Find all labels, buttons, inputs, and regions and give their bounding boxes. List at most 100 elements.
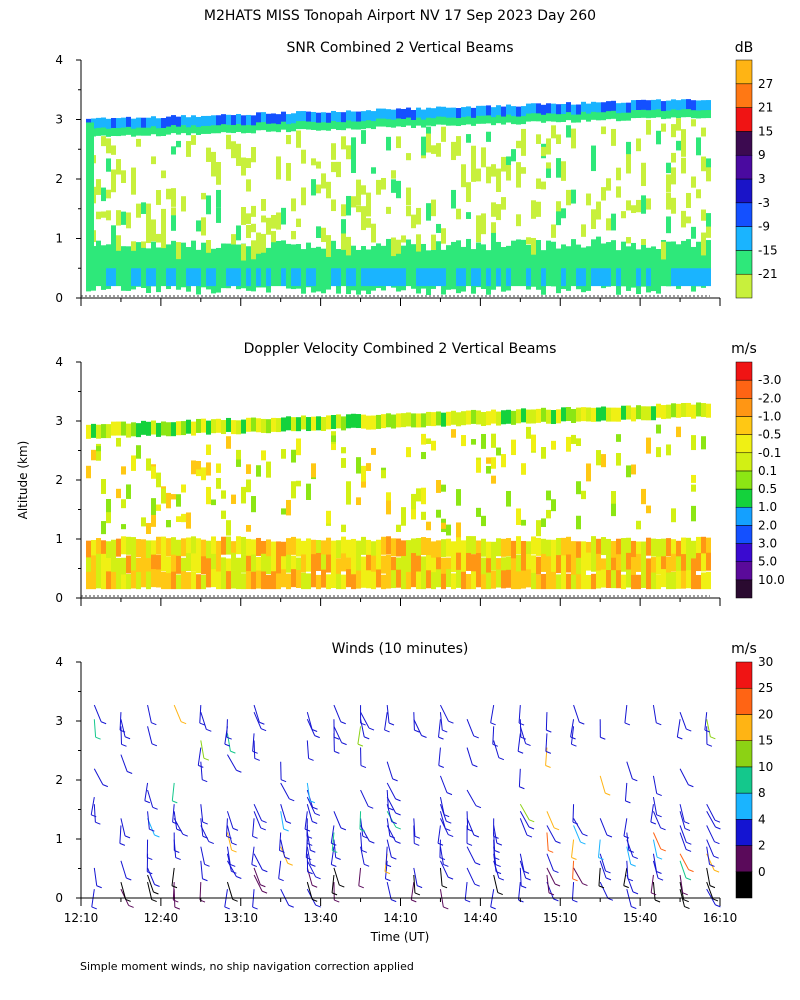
wind-barb-flag bbox=[688, 784, 694, 788]
doppler-cell bbox=[566, 573, 571, 590]
colorbar-swatch bbox=[735, 107, 753, 132]
wind-barb bbox=[652, 882, 656, 901]
colorbar-label: 5.0 bbox=[758, 555, 777, 569]
doppler-cell bbox=[496, 558, 501, 577]
snr-cell bbox=[216, 125, 221, 134]
snr-cell bbox=[356, 121, 361, 130]
doppler-cell bbox=[296, 557, 301, 576]
doppler-cell bbox=[191, 421, 196, 436]
snr-cell bbox=[676, 244, 681, 289]
doppler-cell bbox=[586, 541, 591, 560]
snr-cell bbox=[456, 240, 461, 257]
wind-barb bbox=[571, 839, 575, 858]
doppler-cell bbox=[336, 558, 341, 577]
colorbar-swatch bbox=[735, 131, 753, 156]
snr-cell bbox=[521, 128, 526, 144]
doppler-cell bbox=[436, 557, 441, 576]
doppler-cell bbox=[166, 573, 171, 590]
doppler-cell bbox=[461, 540, 466, 559]
doppler-cell bbox=[146, 421, 151, 436]
doppler-cell bbox=[206, 420, 211, 435]
snr-cell bbox=[361, 206, 366, 220]
snr-cell bbox=[146, 213, 151, 234]
doppler-cell bbox=[426, 570, 431, 589]
doppler-cell bbox=[381, 470, 386, 479]
snr-cell bbox=[576, 244, 581, 290]
snr-cell bbox=[241, 125, 246, 134]
snr-cell bbox=[96, 127, 101, 136]
doppler-cell bbox=[141, 517, 146, 527]
snr-cell bbox=[686, 268, 691, 287]
snr-cell bbox=[506, 165, 511, 177]
wind-barb-flag bbox=[518, 899, 524, 903]
colorbar-swatch bbox=[735, 506, 753, 526]
x-tick-label: 12:40 bbox=[144, 911, 179, 925]
colorbar-label: -0.1 bbox=[758, 446, 781, 460]
wind-barb-flag bbox=[153, 891, 159, 895]
snr-cell bbox=[556, 268, 561, 287]
colorbar-label: -1.0 bbox=[758, 409, 781, 423]
wind-barb bbox=[385, 846, 388, 865]
wind-barb-flag bbox=[364, 736, 370, 740]
snr-cell bbox=[236, 123, 241, 132]
y-tick-label: 4 bbox=[55, 53, 63, 67]
wind-barb bbox=[333, 839, 337, 858]
snr-cell bbox=[376, 108, 381, 121]
wind-barb-flag bbox=[473, 834, 480, 838]
snr-cell bbox=[191, 115, 196, 128]
snr-cell bbox=[196, 116, 201, 129]
wind-barb bbox=[570, 719, 575, 738]
snr-cell bbox=[566, 102, 571, 115]
doppler-colorbar: 10.05.03.02.01.00.50.1-0.1-0.5-1.0-2.0-3… bbox=[735, 361, 785, 599]
doppler-cell bbox=[216, 418, 221, 433]
doppler-cell bbox=[301, 415, 306, 430]
wind-barb bbox=[93, 704, 102, 722]
wind-barb bbox=[438, 719, 441, 738]
snr-cell bbox=[506, 156, 511, 171]
wind-barb-flag bbox=[686, 841, 692, 845]
doppler-cell bbox=[416, 571, 421, 590]
doppler-cell bbox=[586, 407, 591, 422]
doppler-cell bbox=[361, 556, 366, 575]
doppler-cell bbox=[116, 572, 121, 590]
snr-cell bbox=[656, 130, 661, 145]
snr-cell bbox=[211, 157, 216, 177]
snr-cell bbox=[701, 110, 706, 119]
doppler-cell bbox=[336, 573, 341, 590]
snr-cell bbox=[426, 268, 431, 287]
snr-cell bbox=[671, 241, 676, 287]
snr-cell bbox=[686, 192, 691, 208]
doppler-cell bbox=[646, 571, 651, 590]
wind-barb-flag bbox=[631, 906, 637, 910]
wind-barb bbox=[360, 846, 365, 865]
snr-cell bbox=[371, 167, 376, 174]
wind-barb bbox=[519, 818, 528, 836]
wind-barb-flag bbox=[232, 827, 239, 831]
snr-cell bbox=[491, 232, 496, 253]
snr-cell bbox=[576, 114, 581, 123]
wind-barb bbox=[386, 796, 397, 814]
snr-cell bbox=[466, 268, 471, 287]
colorbar-label: 30 bbox=[758, 655, 773, 669]
colorbar-swatch bbox=[735, 845, 753, 873]
snr-cell bbox=[671, 109, 676, 118]
doppler-cell bbox=[246, 524, 251, 532]
doppler-cell bbox=[471, 554, 476, 573]
snr-cell bbox=[641, 195, 646, 214]
snr-cell bbox=[396, 268, 401, 287]
colorbar-label: 2 bbox=[758, 839, 766, 853]
winds-panel-title: Winds (10 minutes) bbox=[332, 641, 469, 657]
wind-barb-flag bbox=[339, 884, 345, 888]
snr-cell bbox=[441, 129, 446, 142]
snr-cell bbox=[141, 127, 146, 136]
doppler-cell bbox=[616, 453, 621, 466]
doppler-cell bbox=[146, 571, 151, 590]
wind-barb-flag bbox=[495, 871, 502, 875]
wind-barb-flag bbox=[445, 828, 451, 832]
y-tick-label: 3 bbox=[55, 414, 63, 428]
snr-cell bbox=[151, 156, 156, 165]
wind-barb bbox=[599, 881, 609, 899]
wind-barb bbox=[519, 719, 522, 738]
wind-barb bbox=[493, 874, 499, 893]
x-tick-label: 15:40 bbox=[623, 911, 658, 925]
